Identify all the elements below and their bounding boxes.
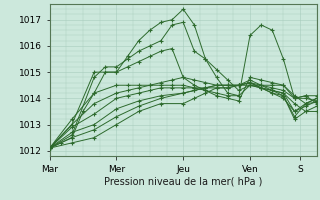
X-axis label: Pression niveau de la mer( hPa ): Pression niveau de la mer( hPa ) bbox=[104, 177, 262, 187]
